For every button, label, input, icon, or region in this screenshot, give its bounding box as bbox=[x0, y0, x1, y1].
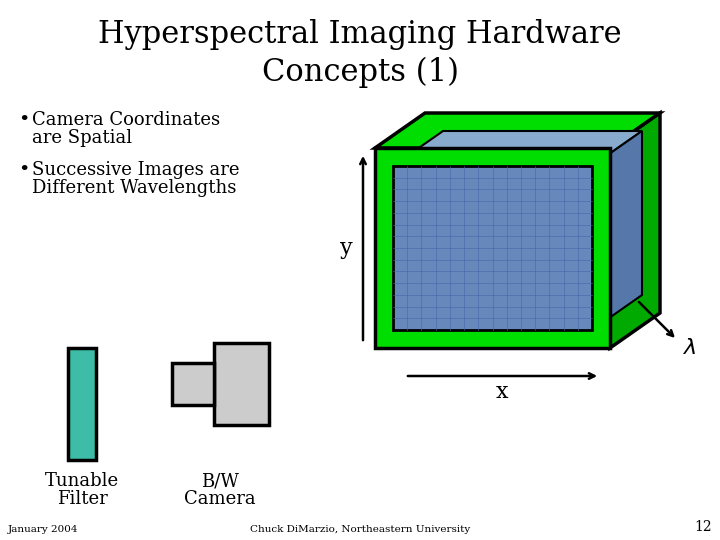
Text: Filter: Filter bbox=[57, 490, 107, 508]
Text: B/W: B/W bbox=[201, 472, 239, 490]
Polygon shape bbox=[375, 113, 660, 148]
Polygon shape bbox=[610, 113, 660, 348]
Text: Concepts (1): Concepts (1) bbox=[261, 56, 459, 87]
Text: Camera: Camera bbox=[184, 490, 256, 508]
Text: Chuck DiMarzio, Northeastern University: Chuck DiMarzio, Northeastern University bbox=[250, 525, 470, 534]
Bar bbox=[214, 343, 269, 425]
Bar bbox=[172, 363, 214, 405]
Text: Hyperspectral Imaging Hardware: Hyperspectral Imaging Hardware bbox=[98, 19, 622, 51]
Text: x: x bbox=[496, 381, 508, 403]
Text: •: • bbox=[18, 111, 30, 129]
Text: $\lambda$: $\lambda$ bbox=[683, 337, 697, 359]
Text: 12: 12 bbox=[694, 520, 712, 534]
Text: Camera Coordinates: Camera Coordinates bbox=[32, 111, 220, 129]
Text: •: • bbox=[18, 161, 30, 179]
Text: Different Wavelengths: Different Wavelengths bbox=[32, 179, 236, 197]
Polygon shape bbox=[592, 131, 642, 330]
Bar bbox=[375, 148, 610, 348]
Text: January 2004: January 2004 bbox=[8, 525, 78, 534]
Bar bbox=[393, 166, 592, 330]
Text: Successive Images are: Successive Images are bbox=[32, 161, 240, 179]
Text: Tunable: Tunable bbox=[45, 472, 119, 490]
Text: y: y bbox=[341, 237, 353, 259]
Text: are Spatial: are Spatial bbox=[32, 129, 132, 147]
Polygon shape bbox=[393, 131, 642, 166]
Bar bbox=[68, 348, 96, 460]
